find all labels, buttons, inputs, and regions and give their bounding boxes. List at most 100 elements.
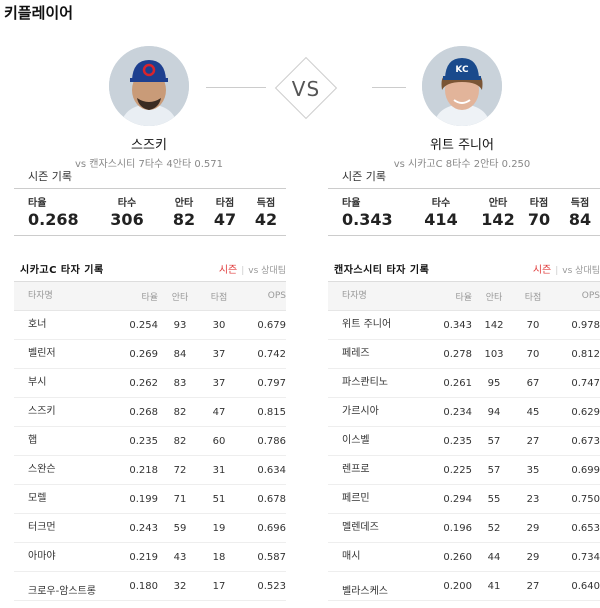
- tab-vs-opponent[interactable]: vs 상대팀: [562, 265, 600, 276]
- page-title: 키플레이어: [4, 4, 74, 22]
- table-cell: 72: [173, 464, 187, 476]
- season-cell: 타율 0.268: [14, 194, 90, 229]
- season-value: 47: [213, 210, 237, 229]
- season-value: 0.268: [28, 210, 79, 229]
- table-cell: 0.254: [129, 319, 158, 331]
- season-key: 타수: [431, 198, 451, 209]
- player-summary-right: vs 시카고C 8타수 2안타 0.250: [393, 159, 531, 170]
- table-cell: 0.523: [257, 580, 286, 592]
- table-cell: 52: [487, 522, 501, 534]
- season-key: 타점: [529, 198, 549, 209]
- table-cell: 햅: [28, 435, 38, 446]
- season-cell: 타수 306: [90, 194, 164, 229]
- table-row: 벨라스케스 0.200 41 27 0.640: [328, 572, 600, 601]
- season-label-left: 시즌 기록: [14, 168, 286, 189]
- table-row: 터크먼 0.243 59 19 0.696: [14, 514, 286, 543]
- table-row: 파스콴티노 0.261 95 67 0.747: [328, 369, 600, 398]
- table-cell: 17: [212, 580, 226, 592]
- batter-table-left: 시카고C 타자 기록 시즌 | vs 상대팀 타자명 타율 안타 타점 OPS 호너 0.254 93…: [14, 259, 286, 601]
- table-cell: 0.634: [257, 464, 286, 476]
- season-value: 82: [172, 210, 196, 229]
- season-key: 득점: [570, 198, 590, 209]
- table-cell: 멜렌데즈: [342, 522, 379, 533]
- table-cell: 0.678: [257, 493, 286, 505]
- table-row: 벨린저 0.269 84 37 0.742: [14, 340, 286, 369]
- table-cell: 93: [173, 319, 187, 331]
- table-cell: 부시: [28, 377, 47, 388]
- table-cell: 0.278: [443, 348, 472, 360]
- table-cell: 0.742: [257, 348, 286, 360]
- table-cell: 59: [173, 522, 187, 534]
- vs-line-right: [372, 87, 406, 88]
- table-cell: 0.629: [571, 406, 600, 418]
- table-cell: 위트 주니어: [342, 319, 392, 330]
- tab-season[interactable]: 시즌: [218, 264, 238, 276]
- table-row: 크로우-암스트롱 0.180 32 17 0.523: [14, 572, 286, 601]
- tab-vs-opponent[interactable]: vs 상대팀: [248, 265, 286, 276]
- table-row: 렌프로 0.225 57 35 0.699: [328, 456, 600, 485]
- table-cell: 0.673: [571, 435, 600, 447]
- table-row: 이스벨 0.235 57 27 0.673: [328, 427, 600, 456]
- table-row: 스완슨 0.218 72 31 0.634: [14, 456, 286, 485]
- column-header: 타율: [141, 292, 158, 303]
- season-label-right: 시즌 기록: [328, 168, 600, 189]
- table-row: 멜렌데즈 0.196 52 29 0.653: [328, 514, 600, 543]
- table-cell: 0.235: [129, 435, 158, 447]
- player-photo-right: KC: [422, 46, 502, 126]
- table-cell: 렌프로: [342, 464, 370, 475]
- table-cell: 0.243: [129, 522, 158, 534]
- table-cell: 95: [487, 377, 501, 389]
- column-header: 타율: [455, 292, 472, 303]
- table-cell: 0.268: [129, 406, 158, 418]
- table-cell: 51: [212, 493, 226, 505]
- table-header: 시카고C 타자 기록 시즌 | vs 상대팀: [14, 259, 286, 277]
- table-cell: 0.747: [571, 377, 600, 389]
- table-cell: 0.978: [571, 319, 600, 331]
- table-cell: 84: [173, 348, 187, 360]
- table-cell: 70: [526, 348, 540, 360]
- vs-line-left: [206, 87, 266, 88]
- season-grid-left: 타율 0.268 타수 306 안타 82 타점 47 득점 42: [14, 189, 286, 236]
- table-cell: 27: [526, 580, 540, 592]
- table-tabs: 시즌 | vs 상대팀: [533, 261, 600, 276]
- season-key: 득점: [256, 198, 276, 209]
- tab-season[interactable]: 시즌: [532, 264, 552, 276]
- batter-table-right: 캔자스시티 타자 기록 시즌 | vs 상대팀 타자명 타율 안타 타점 OPS 위트 주니어 0.…: [328, 259, 600, 601]
- table-cell: 0.640: [571, 580, 600, 592]
- column-header: 안타: [485, 292, 503, 303]
- table-cell: 37: [212, 348, 226, 360]
- table-cell: 크로우-암스트롱: [28, 586, 97, 597]
- player-name-left: 스즈키: [131, 138, 167, 153]
- table-cell: 45: [526, 406, 540, 418]
- table-cell: 19: [212, 522, 226, 534]
- table-cell: 가르시아: [342, 406, 379, 417]
- table-cell: 스완슨: [28, 464, 56, 475]
- table-cell: 0.234: [443, 406, 472, 418]
- table-title: 시카고C 타자 기록: [20, 264, 104, 276]
- table-cell: 0.196: [443, 522, 472, 534]
- table-header: 캔자스시티 타자 기록 시즌 | vs 상대팀: [328, 259, 600, 277]
- season-stats-right: 시즌 기록 타율 0.343 타수 414 안타 142 타점 70 득점 84: [328, 168, 600, 236]
- table-columns: 타자명 타율 안타 타점 OPS: [328, 281, 600, 311]
- table-cell: 0.180: [129, 580, 158, 592]
- season-cell: 안타 82: [164, 194, 204, 229]
- table-cell: 페르민: [342, 493, 370, 504]
- season-key: 타수: [117, 198, 137, 209]
- table-cell: 0.261: [443, 377, 472, 389]
- column-header: 안타: [171, 292, 189, 303]
- table-cell: 103: [484, 348, 504, 360]
- table-cell: 0.262: [129, 377, 158, 389]
- season-grid-right: 타율 0.343 타수 414 안타 142 타점 70 득점 84: [328, 189, 600, 236]
- table-cell: 0.696: [257, 522, 286, 534]
- table-cell: 아마야: [28, 551, 56, 562]
- table-cell: 터크먼: [28, 522, 56, 533]
- table-cell: 호너: [28, 319, 47, 330]
- table-cell: 이스벨: [342, 435, 370, 446]
- player-name-right: 위트 주니어: [430, 138, 494, 153]
- table-cell: 0.225: [443, 464, 472, 476]
- season-value: 306: [110, 210, 144, 229]
- vs-divider: VS: [206, 56, 406, 120]
- table-cell: 0.199: [129, 493, 158, 505]
- table-cell: 0.786: [257, 435, 286, 447]
- season-key: 안타: [174, 198, 194, 209]
